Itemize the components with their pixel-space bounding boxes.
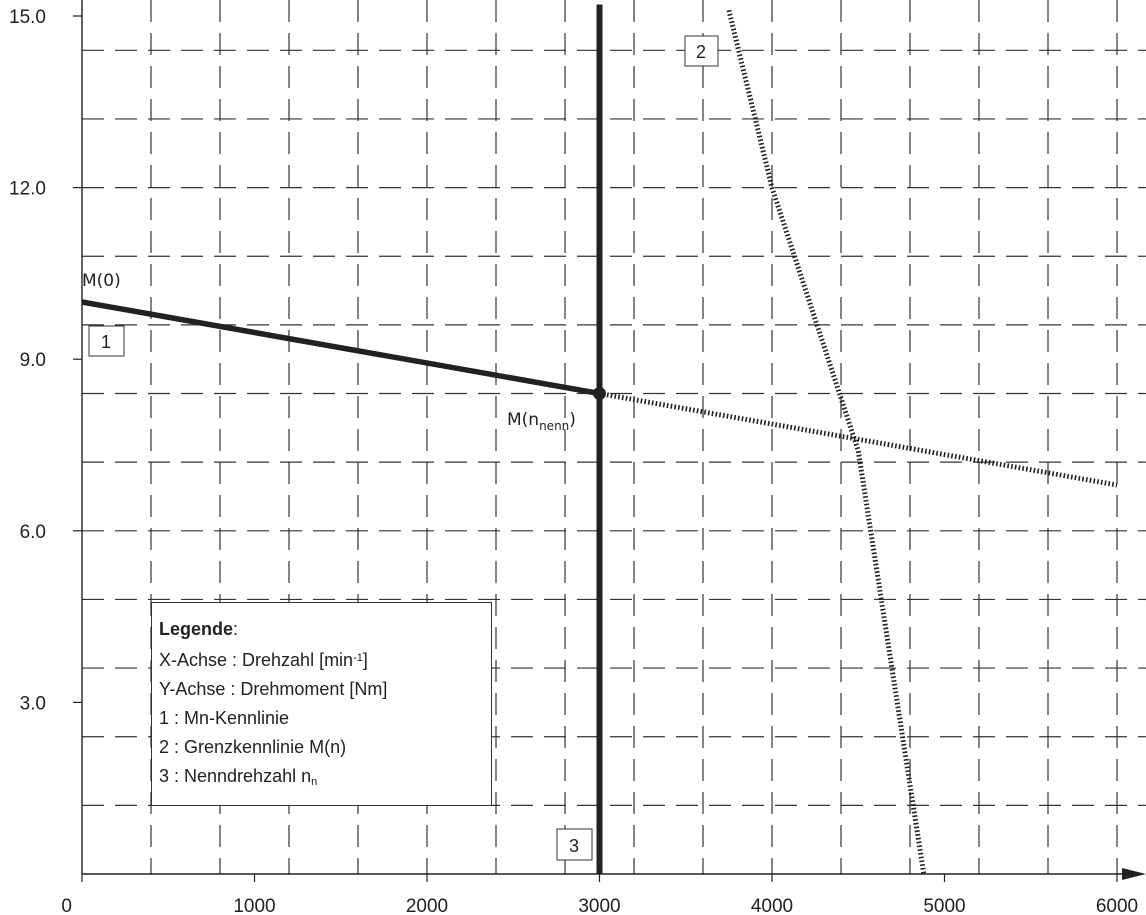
legend-item-3-text: 3 : Nenndrehzahl n xyxy=(159,766,312,786)
series-1-ext-line xyxy=(599,391,1118,488)
series-lines xyxy=(81,4,1118,875)
legend-y-axis: Y-Achse : Drehmoment [Nm] xyxy=(159,679,388,699)
x-tick-label: 5000 xyxy=(923,896,965,915)
series-3-label: 3 xyxy=(569,836,579,856)
series-2-label-box: 2 xyxy=(684,35,719,67)
y-tick-label: 12.0 xyxy=(9,179,46,200)
x-tick-label: 0 xyxy=(61,896,72,915)
grid-lines xyxy=(82,0,1146,874)
tick-labels: 0 1000 2000 3000 4000 5000 6000 3.0 6.0 9.0 12.0 15… xyxy=(9,7,1138,915)
y-tick-label: 3.0 xyxy=(20,693,46,714)
y-tick-label: 6.0 xyxy=(20,522,46,543)
x-tick-label: 2000 xyxy=(406,896,448,915)
legend-x-axis-text: X-Achse : Drehzahl [min xyxy=(159,650,354,670)
x-axis-arrow xyxy=(1122,868,1146,880)
legend-box: Legende: X-Achse : Drehzahl [min-1] Y-Ac… xyxy=(151,602,492,806)
legend-item-3: 3 : Nenndrehzahl nn xyxy=(159,762,484,797)
legend-title-row: Legende: xyxy=(159,615,484,644)
legend-title-suffix: : xyxy=(233,619,239,639)
y-tick-label: 9.0 xyxy=(20,350,46,371)
legend-item-1: 1 : Mn-Kennlinie xyxy=(159,708,290,728)
x-tick-label: 1000 xyxy=(233,896,275,915)
annotation-m0: M(0) xyxy=(82,271,121,291)
legend-title: Legende xyxy=(159,619,234,639)
series-3-label-box: 3 xyxy=(556,828,593,861)
series-2-label: 2 xyxy=(696,42,706,62)
y-tick-label: 15.0 xyxy=(9,7,46,28)
series-2-line xyxy=(726,9,927,875)
series-1-label-box: 1 xyxy=(88,325,125,357)
rated-point-marker xyxy=(593,387,606,401)
x-tick-label: 4000 xyxy=(751,896,793,915)
legend-x-axis-sup: -1 xyxy=(353,652,363,664)
series-1-line xyxy=(81,299,600,397)
legend-item-3-sub: n xyxy=(311,776,318,788)
x-tick-label: 6000 xyxy=(1096,896,1138,915)
legend-x-axis: X-Achse : Drehzahl [min-1] xyxy=(159,644,484,675)
legend-item-2: 2 : Grenzkennlinie M(n) xyxy=(159,737,347,757)
legend-x-axis-close: ] xyxy=(362,650,368,670)
annotation-m-nenn: M(nnenn) xyxy=(507,410,576,433)
series-1-label: 1 xyxy=(101,332,111,352)
x-tick-label: 3000 xyxy=(578,896,620,915)
